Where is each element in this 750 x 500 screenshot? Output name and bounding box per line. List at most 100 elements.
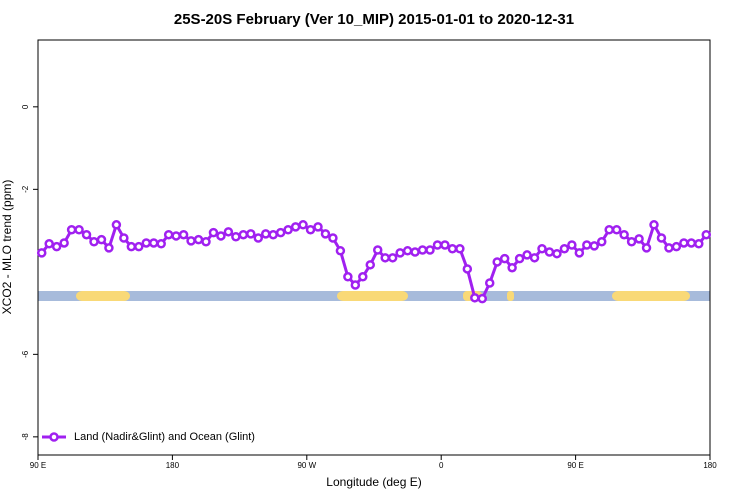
data-point bbox=[66, 225, 77, 235]
data-point bbox=[208, 227, 219, 238]
data-point bbox=[484, 278, 495, 288]
data-point bbox=[335, 246, 346, 256]
y-axis-label: XCO2 - MLO trend (ppm) bbox=[0, 180, 14, 315]
x-tick-label: 90 E bbox=[567, 461, 583, 470]
data-point bbox=[514, 253, 525, 264]
data-point bbox=[537, 243, 547, 254]
data-point bbox=[529, 253, 540, 263]
data-point bbox=[328, 233, 338, 243]
data-point bbox=[380, 253, 390, 263]
x-tick-label: 0 bbox=[439, 461, 444, 470]
data-point bbox=[268, 229, 278, 240]
data-point bbox=[313, 222, 323, 232]
data-point bbox=[111, 220, 122, 230]
data-point bbox=[372, 245, 383, 255]
data-point bbox=[574, 248, 585, 258]
data-point bbox=[447, 243, 458, 254]
data-point bbox=[74, 225, 84, 235]
data-point bbox=[477, 293, 488, 304]
data-point bbox=[611, 225, 622, 235]
x-tick-label: 180 bbox=[166, 461, 180, 470]
data-point bbox=[395, 248, 405, 258]
data-point bbox=[492, 257, 502, 267]
data-point bbox=[686, 238, 697, 248]
data-point bbox=[559, 243, 570, 254]
data-point bbox=[604, 225, 614, 235]
data-point bbox=[260, 229, 271, 239]
data-point bbox=[440, 240, 450, 250]
data-point bbox=[410, 247, 420, 257]
data-point bbox=[649, 220, 659, 230]
data-point bbox=[163, 229, 174, 240]
data-point bbox=[679, 238, 689, 248]
data-point bbox=[89, 236, 99, 247]
data-point bbox=[96, 234, 107, 245]
data-point bbox=[694, 239, 704, 249]
x-tick-label: 90 E bbox=[30, 461, 46, 470]
x-axis-label: Longitude (deg E) bbox=[326, 475, 421, 489]
data-point bbox=[216, 231, 226, 241]
data-point bbox=[141, 238, 152, 248]
data-point bbox=[567, 240, 577, 250]
data-point bbox=[126, 241, 137, 252]
data-point bbox=[499, 253, 510, 264]
series-line bbox=[40, 221, 708, 301]
data-point bbox=[544, 247, 555, 257]
data-point bbox=[507, 262, 517, 273]
land-ocean-band bbox=[38, 291, 710, 301]
x-tick-label: 180 bbox=[703, 461, 717, 470]
data-point bbox=[298, 220, 308, 230]
data-point bbox=[350, 280, 361, 290]
data-point bbox=[238, 229, 249, 240]
data-point bbox=[470, 293, 480, 303]
data-point bbox=[656, 233, 667, 243]
data-point bbox=[148, 238, 159, 248]
data-point bbox=[59, 238, 69, 248]
land-band bbox=[612, 291, 690, 301]
data-point bbox=[619, 229, 629, 240]
data-point bbox=[231, 232, 241, 242]
data-point bbox=[156, 239, 166, 249]
data-point bbox=[402, 246, 413, 256]
data-point bbox=[664, 243, 674, 253]
data-point bbox=[119, 233, 129, 243]
y-tick-label: -8 bbox=[21, 433, 30, 441]
data-point bbox=[425, 245, 435, 255]
data-point bbox=[671, 241, 682, 252]
y-tick-label: -6 bbox=[21, 350, 30, 358]
data-point bbox=[641, 243, 652, 253]
data-point bbox=[81, 229, 92, 240]
data-point bbox=[223, 227, 234, 237]
data-point bbox=[343, 272, 353, 282]
data-point bbox=[582, 240, 592, 250]
data-point bbox=[186, 236, 196, 246]
data-point bbox=[104, 243, 114, 253]
data-point bbox=[634, 234, 644, 244]
data-point bbox=[36, 248, 47, 258]
data-point bbox=[246, 229, 256, 239]
data-point bbox=[51, 241, 62, 252]
data-point bbox=[358, 272, 368, 282]
data-point bbox=[253, 233, 264, 243]
data-point bbox=[522, 250, 532, 260]
data-point bbox=[178, 229, 189, 240]
data-point bbox=[417, 245, 428, 255]
data-point bbox=[283, 225, 293, 235]
data-point bbox=[201, 236, 211, 247]
legend: Land (Nadir&Glint) and Ocean (Glint) bbox=[42, 431, 255, 443]
data-point bbox=[275, 227, 286, 238]
chart-title: 25S-20S February (Ver 10_MIP) 2015-01-01… bbox=[174, 11, 574, 28]
data-point bbox=[701, 229, 712, 240]
data-point bbox=[365, 260, 376, 270]
plot-frame bbox=[37, 39, 711, 456]
data-point bbox=[305, 225, 316, 235]
data-point bbox=[596, 236, 607, 247]
data-point bbox=[462, 264, 473, 274]
data-point bbox=[552, 248, 562, 259]
x-tick-label: 90 W bbox=[297, 461, 316, 470]
data-point bbox=[626, 236, 637, 247]
legend-label: Land (Nadir&Glint) and Ocean (Glint) bbox=[74, 431, 255, 443]
legend-marker bbox=[49, 432, 59, 442]
